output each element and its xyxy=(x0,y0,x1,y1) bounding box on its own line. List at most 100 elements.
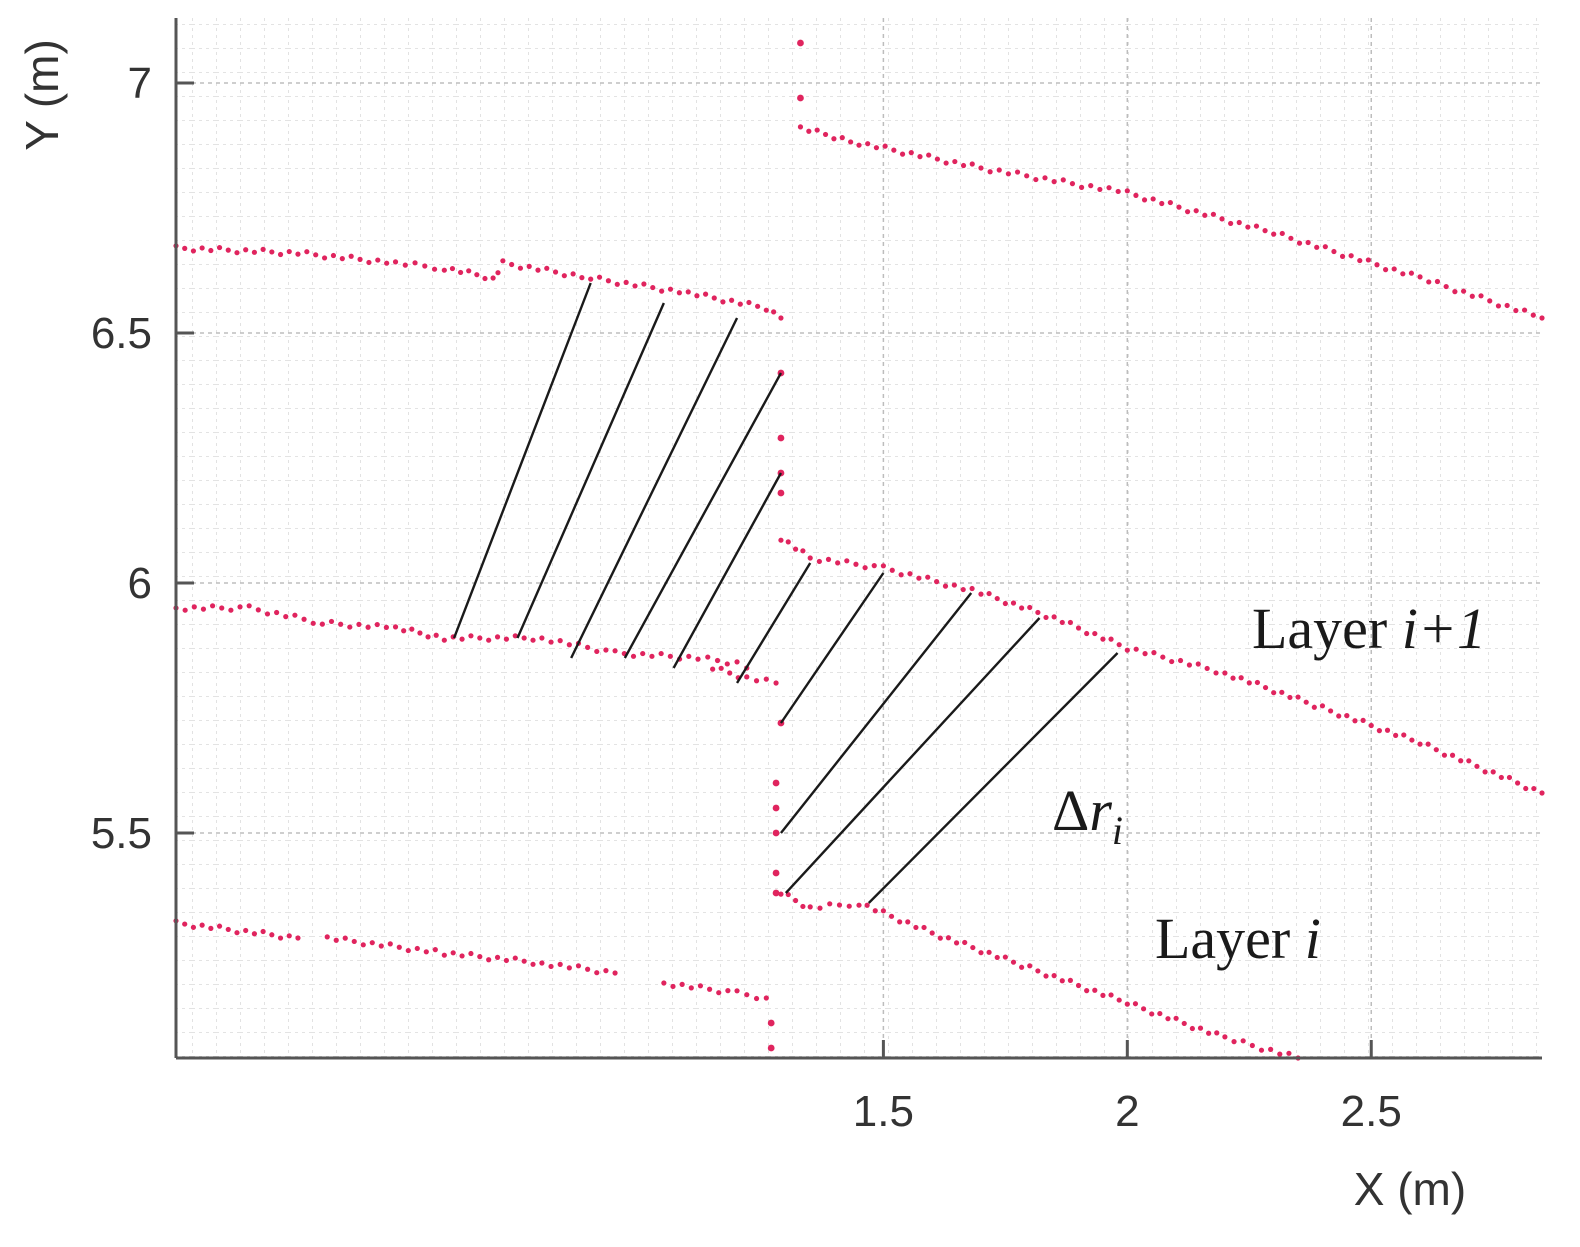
isolated-point xyxy=(767,1019,775,1027)
data-point xyxy=(1254,679,1261,686)
data-point xyxy=(552,269,559,275)
data-point xyxy=(1452,289,1458,295)
data-point xyxy=(734,988,740,994)
data-point xyxy=(295,251,301,257)
data-point xyxy=(1169,658,1175,665)
layer-trace-9 xyxy=(778,891,1301,1061)
data-point xyxy=(978,165,984,171)
data-point xyxy=(365,624,371,630)
data-point xyxy=(792,897,799,904)
data-point xyxy=(897,919,903,925)
data-point xyxy=(641,281,647,287)
data-point xyxy=(1286,1050,1292,1056)
data-point xyxy=(1010,959,1017,965)
data-point xyxy=(1132,1001,1139,1007)
data-point xyxy=(1124,1001,1130,1007)
data-point xyxy=(477,954,483,960)
data-polylines xyxy=(173,124,1545,1061)
data-point xyxy=(605,278,612,284)
data-point xyxy=(913,924,919,931)
data-point xyxy=(865,141,871,147)
data-point xyxy=(1433,747,1439,753)
data-point xyxy=(1469,293,1475,299)
data-point xyxy=(889,567,895,573)
data-point xyxy=(864,902,870,908)
data-point xyxy=(1149,1011,1155,1017)
data-point xyxy=(1368,722,1374,729)
data-point xyxy=(1530,312,1536,318)
data-point xyxy=(1100,992,1106,998)
data-point xyxy=(925,574,931,580)
data-point xyxy=(351,938,357,945)
data-point xyxy=(1384,727,1391,733)
data-point xyxy=(994,595,1000,602)
data-point xyxy=(667,653,673,659)
data-point xyxy=(1287,694,1293,701)
data-point xyxy=(1539,790,1545,796)
data-point xyxy=(1365,257,1371,263)
data-point xyxy=(260,246,266,252)
data-point xyxy=(412,260,418,266)
data-point xyxy=(1024,173,1030,179)
layer-upper-index: i+1 xyxy=(1402,596,1486,661)
data-point xyxy=(862,565,868,571)
data-point xyxy=(225,247,231,253)
data-point xyxy=(521,635,527,641)
data-point xyxy=(1213,670,1219,676)
data-point xyxy=(934,579,940,585)
data-point xyxy=(575,963,582,969)
data-point xyxy=(1506,774,1513,781)
data-point xyxy=(632,283,638,289)
data-point xyxy=(1002,954,1008,960)
data-point xyxy=(705,654,711,660)
data-point xyxy=(1151,650,1157,656)
data-point xyxy=(1027,604,1033,611)
data-point xyxy=(422,263,428,269)
x-tick-label: 2 xyxy=(1115,1087,1139,1136)
data-point xyxy=(433,632,439,638)
data-point xyxy=(763,307,769,313)
data-point xyxy=(357,256,363,262)
data-point xyxy=(292,612,298,618)
data-point xyxy=(1204,665,1210,672)
data-point xyxy=(797,124,804,130)
data-point xyxy=(806,128,812,134)
data-point xyxy=(848,139,854,145)
correspondence-line xyxy=(780,592,973,834)
data-point xyxy=(387,941,393,947)
data-point xyxy=(548,639,554,645)
data-point xyxy=(321,255,328,261)
data-point xyxy=(835,560,841,566)
data-point xyxy=(402,262,408,268)
data-point xyxy=(1060,177,1066,183)
data-point xyxy=(277,251,284,258)
data-point xyxy=(1523,785,1529,792)
data-point xyxy=(286,248,292,255)
data-point xyxy=(725,988,731,994)
data-point xyxy=(260,928,266,935)
data-point xyxy=(596,274,603,280)
data-point xyxy=(209,603,216,609)
data-point xyxy=(500,258,506,264)
data-point xyxy=(277,935,284,941)
data-point xyxy=(612,970,618,976)
data-point xyxy=(338,621,344,627)
data-point xyxy=(1400,271,1406,277)
y-axis-title: Y (m) xyxy=(16,39,68,151)
data-point xyxy=(539,635,545,641)
layer-lower-index: i xyxy=(1305,906,1321,971)
data-point xyxy=(1078,184,1085,190)
delta-r-label: Δri xyxy=(1052,778,1123,853)
data-point xyxy=(1222,670,1228,676)
data-point xyxy=(313,252,319,258)
data-point xyxy=(1495,303,1502,309)
data-point xyxy=(324,934,330,940)
data-point xyxy=(1092,987,1098,993)
data-point xyxy=(1165,1016,1171,1022)
data-point xyxy=(339,256,345,262)
data-point xyxy=(1051,973,1057,979)
data-point xyxy=(1206,1030,1212,1036)
data-point xyxy=(375,257,381,263)
data-point xyxy=(251,249,258,255)
data-point xyxy=(1084,630,1090,637)
